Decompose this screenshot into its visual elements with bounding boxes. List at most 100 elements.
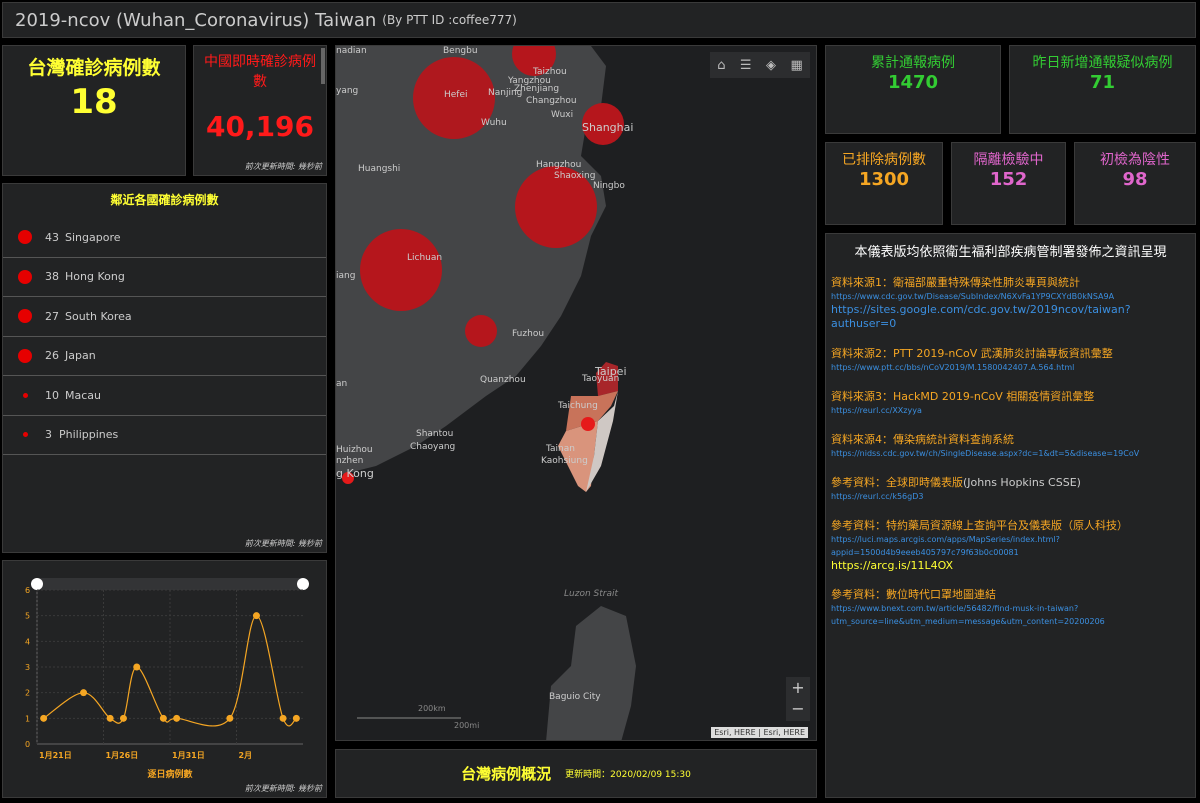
stat-value: 1300	[858, 169, 910, 190]
stat-value: 152	[989, 169, 1028, 190]
china-landmass	[336, 46, 606, 476]
stat-label: 昨日新增通報疑似病例	[1032, 55, 1173, 71]
map-label: Hangzhou	[536, 160, 582, 170]
taiwan-confirmed-label: 台灣確診病例數	[27, 57, 161, 79]
case-bubble-hongkong	[342, 472, 354, 484]
list-item[interactable]: 27 South Korea	[3, 297, 326, 337]
data-point	[106, 714, 114, 722]
map-label: Huizhou	[336, 445, 373, 455]
home-icon[interactable]: ⌂	[717, 57, 726, 73]
data-point	[133, 663, 141, 671]
data-point	[226, 714, 234, 722]
range-slider-track[interactable]	[37, 578, 303, 590]
map-label: Shanghai	[582, 121, 634, 134]
y-tick-label: 1	[25, 714, 30, 723]
scale-mi: 200mi	[454, 721, 480, 730]
source-heading: 資料來源2：PTT 2019-nCoV 武漢肺炎討論專板資訊彙整	[831, 345, 1195, 361]
taiwan-north	[596, 362, 618, 396]
x-tick-label: 1月21日	[39, 751, 72, 760]
case-bubble-hefei	[413, 57, 495, 139]
list-item[interactable]: 38 Hong Kong	[3, 258, 326, 297]
source-key: 資料來源2：	[831, 347, 893, 360]
country-name: Japan	[65, 349, 96, 363]
case-bubble-shanghai	[582, 103, 624, 145]
stat-label: 累計通報病例	[871, 55, 955, 71]
source-link[interactable]: https://www.cdc.gov.tw/Disease/SubIndex/…	[831, 292, 1115, 301]
zoom-control: + −	[786, 677, 810, 721]
list-item[interactable]: 3 Philippines	[3, 416, 326, 455]
zoom-in-button[interactable]: +	[791, 678, 805, 697]
last-updated: 前次更新時間: 幾秒前	[244, 539, 322, 548]
source-link[interactable]: https://reurl.cc/k56gD3	[831, 492, 924, 501]
source-link[interactable]: https://arcg.is/11L4OX	[831, 559, 954, 572]
source-heading: 資料來源1：衛福部嚴重特殊傳染性肺炎專頁與統計	[831, 274, 1195, 290]
map-view[interactable]: nadian Bengbu Taizhou Yangzhou Zhenjiang Nanj…	[335, 45, 817, 741]
map-label: an	[336, 379, 348, 389]
source-block: 資料來源1：衛福部嚴重特殊傳染性肺炎專頁與統計 https://www.cdc.g…	[831, 274, 1195, 331]
series-line	[43, 615, 297, 727]
case-dot-icon	[11, 309, 39, 324]
range-slider-handle[interactable]	[31, 578, 43, 590]
last-updated: 前次更新時間: 幾秒前	[244, 784, 322, 793]
legend-icon[interactable]: ☰	[739, 57, 752, 73]
source-link[interactable]: https://luci.maps.arcgis.com/apps/MapSer…	[831, 535, 1060, 544]
scrollbar[interactable]	[321, 48, 325, 84]
basemap-icon[interactable]: ▦	[790, 57, 803, 73]
y-tick-label: 0	[25, 740, 30, 749]
app-title: 2019-ncov (Wuhan_Coronavirus) Taiwan	[15, 9, 377, 31]
case-count: 38	[45, 270, 59, 284]
last-updated: 前次更新時間: 幾秒前	[244, 162, 322, 171]
stat-label: 初檢為陰性	[1100, 152, 1170, 168]
source-link[interactable]: https://sites.google.com/cdc.gov.tw/2019…	[831, 303, 1131, 330]
source-block: 資料來源2：PTT 2019-nCoV 武漢肺炎討論專板資訊彙整 https://…	[831, 345, 1195, 374]
map-label: Kaohsiung	[541, 456, 588, 466]
y-tick-label: 2	[25, 689, 30, 698]
nearby-countries-list: 鄰近各國確診病例數 43 Singapore 38 Hong Kong 27 South …	[2, 183, 327, 553]
map-label: Lichuan	[407, 253, 443, 263]
map-attribution[interactable]: Esri, HERE | Esri, HERE	[711, 727, 808, 738]
source-link[interactable]: https://www.bnext.com.tw/article/56482/f…	[831, 604, 1079, 613]
list-item[interactable]: 10 Macau	[3, 376, 326, 416]
x-tick-label: 2月	[239, 751, 253, 760]
list-item[interactable]: 26 Japan	[3, 337, 326, 376]
china-confirmed-indicator: 中國即時確診病例數 40,196 前次更新時間: 幾秒前	[193, 45, 327, 176]
source-link[interactable]: https://reurl.cc/XXzyya	[831, 406, 922, 415]
map-label: nadian	[336, 46, 367, 56]
source-heading: 參考資料：全球即時儀表版(Johns Hopkins CSSE)	[831, 474, 1195, 490]
data-point	[292, 714, 300, 722]
luzon-landmass	[546, 606, 636, 740]
stat-indicator: 昨日新增通報疑似病例 71	[1009, 45, 1196, 134]
map-footer: 台灣病例概況 更新時間：2020/02/09 15:30	[335, 749, 817, 798]
data-point	[159, 714, 167, 722]
map-canvas[interactable]	[336, 46, 817, 741]
zoom-out-button[interactable]: −	[791, 699, 805, 718]
x-tick-label: 1月31日	[172, 751, 205, 760]
map-label: Shaoxing	[554, 171, 596, 181]
source-link[interactable]: https://www.ptt.cc/bbs/nCoV2019/M.158004…	[831, 363, 1075, 372]
map-label: Quanzhou	[480, 375, 526, 385]
country-name: Hong Kong	[65, 270, 125, 284]
range-slider-handle[interactable]	[297, 578, 309, 590]
map-label: Luzon Strait	[564, 589, 618, 599]
layers-icon[interactable]: ◈	[766, 57, 777, 73]
y-tick-label: 6	[25, 586, 30, 595]
country-name: South Korea	[65, 309, 132, 323]
source-title: 數位時代口罩地圖連結	[886, 588, 996, 601]
source-link[interactable]: appid=1500d4b9eeeb405797c79f63b0c00081	[831, 548, 1019, 557]
china-confirmed-label: 中國即時確診病例數	[204, 54, 316, 90]
stat-value: 98	[1122, 169, 1148, 190]
source-heading: 參考資料：特約藥局資源線上查詢平台及儀表版（原人科技）	[831, 517, 1195, 533]
daily-cases-chart: 0 1 2 3 4 5 6 1月21日 1月26日 1月31日 2月 逐日病例數 前次更新時間: 幾秒…	[2, 560, 327, 798]
list-item[interactable]: 43 Singapore	[3, 218, 326, 258]
country-name: Philippines	[59, 428, 119, 442]
source-title: HackMD 2019-nCoV 相關疫情資訊彙整	[893, 390, 1095, 403]
case-count: 3	[45, 428, 52, 442]
source-link[interactable]: utm_source=line&utm_medium=message&utm_c…	[831, 617, 1105, 626]
source-link[interactable]: https://nidss.cdc.gov.tw/ch/SingleDiseas…	[831, 449, 1140, 458]
map-label: Taichung	[558, 401, 598, 411]
taiwan-central	[566, 391, 618, 431]
data-point	[279, 714, 287, 722]
source-block: 參考資料：全球即時儀表版(Johns Hopkins CSSE) https://…	[831, 474, 1195, 503]
country-name: Singapore	[65, 230, 121, 244]
stat-indicator: 初檢為陰性 98	[1074, 142, 1196, 225]
